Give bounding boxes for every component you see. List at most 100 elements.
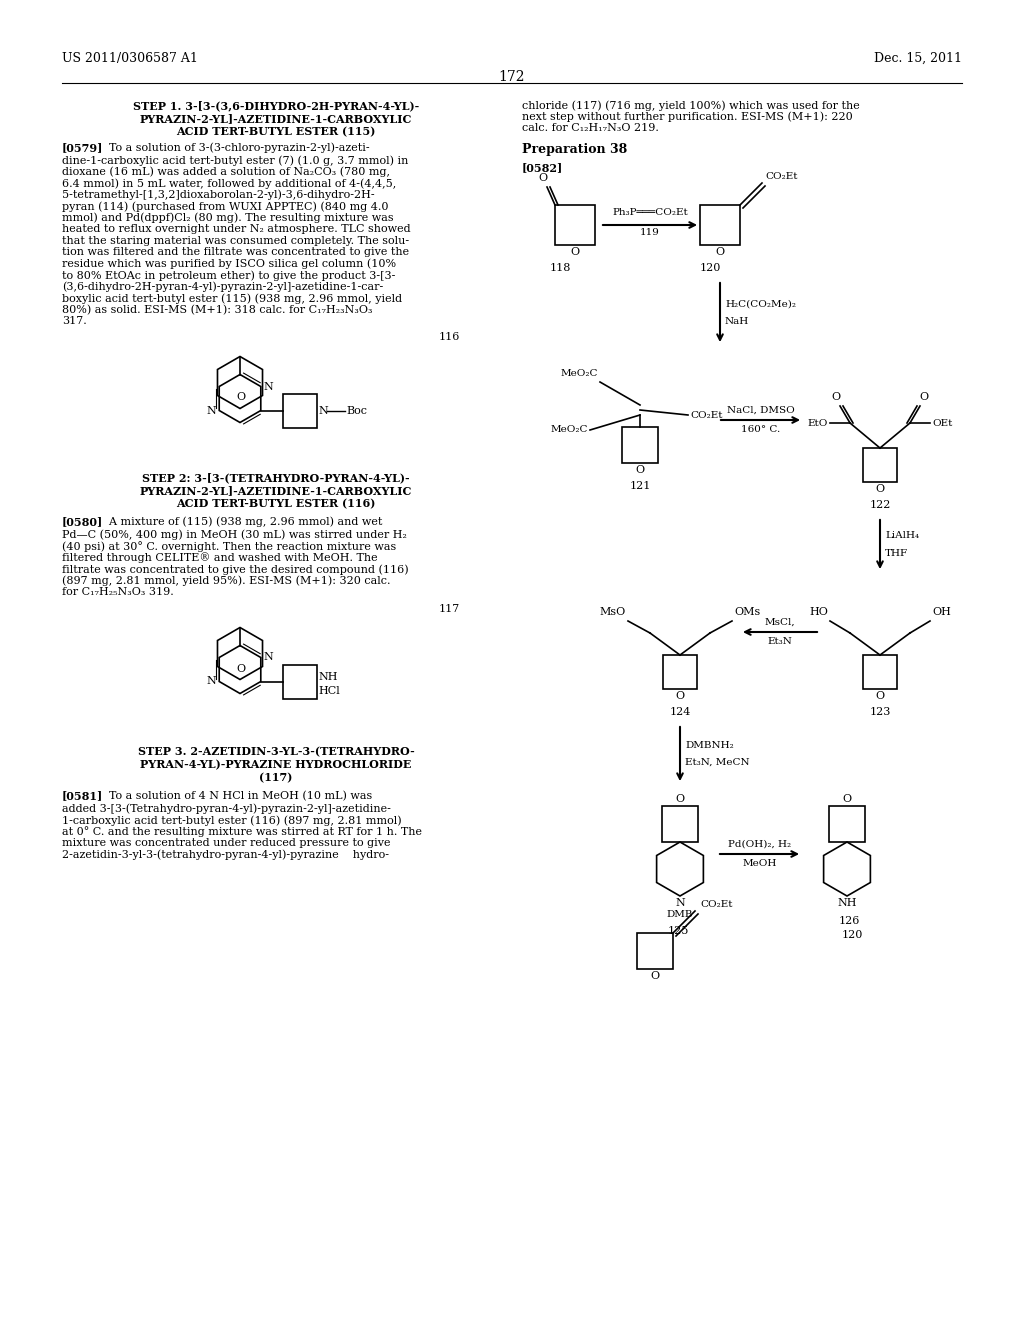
Text: EtO: EtO xyxy=(808,418,828,428)
Text: O: O xyxy=(539,173,548,183)
Text: HO: HO xyxy=(809,607,828,616)
Text: 123: 123 xyxy=(870,708,891,717)
Text: O: O xyxy=(570,247,580,257)
Text: 121: 121 xyxy=(630,480,651,491)
Text: residue which was purified by ISCO silica gel column (10%: residue which was purified by ISCO silic… xyxy=(62,259,396,269)
Text: (40 psi) at 30° C. overnight. Then the reaction mixture was: (40 psi) at 30° C. overnight. Then the r… xyxy=(62,541,396,552)
Text: O: O xyxy=(237,392,246,403)
Text: next step without further purification. ESI-MS (M+1): 220: next step without further purification. … xyxy=(522,111,853,121)
Text: CO₂Et: CO₂Et xyxy=(765,172,798,181)
Text: NH: NH xyxy=(318,672,338,681)
Text: Preparation 38: Preparation 38 xyxy=(522,143,628,156)
Text: Et₃N: Et₃N xyxy=(768,638,793,645)
Text: 119: 119 xyxy=(640,228,659,238)
Text: O: O xyxy=(650,972,659,981)
Text: 124: 124 xyxy=(670,708,691,717)
Text: dioxane (16 mL) was added a solution of Na₂CO₃ (780 mg,: dioxane (16 mL) was added a solution of … xyxy=(62,166,390,177)
Text: PYRAN-4-YL)-PYRAZINE HYDROCHLORIDE: PYRAN-4-YL)-PYRAZINE HYDROCHLORIDE xyxy=(140,759,412,771)
Text: PYRAZIN-2-YL]-AZETIDINE-1-CARBOXYLIC: PYRAZIN-2-YL]-AZETIDINE-1-CARBOXYLIC xyxy=(140,486,413,496)
Text: N: N xyxy=(264,381,273,392)
Text: 125: 125 xyxy=(668,927,689,936)
Text: 5-tetramethyl-[1,3,2]dioxaborolan-2-yl)-3,6-dihydro-2H-: 5-tetramethyl-[1,3,2]dioxaborolan-2-yl)-… xyxy=(62,190,375,201)
Text: To a solution of 3-(3-chloro-pyrazin-2-yl)-azeti-: To a solution of 3-(3-chloro-pyrazin-2-y… xyxy=(102,143,370,153)
Text: N: N xyxy=(207,676,216,686)
Text: MsO: MsO xyxy=(600,607,626,616)
Text: [0581]: [0581] xyxy=(62,791,103,801)
Text: LiAlH₄: LiAlH₄ xyxy=(885,532,920,540)
Text: O: O xyxy=(237,664,246,673)
Text: that the staring material was consumed completely. The solu-: that the staring material was consumed c… xyxy=(62,235,410,246)
Text: To a solution of 4 N HCl in MeOH (10 mL) was: To a solution of 4 N HCl in MeOH (10 mL)… xyxy=(102,791,373,801)
Text: CO₂Et: CO₂Et xyxy=(700,900,732,909)
Text: MeOH: MeOH xyxy=(742,859,776,869)
Text: H₂C(CO₂Me)₂: H₂C(CO₂Me)₂ xyxy=(725,300,796,309)
Text: THF: THF xyxy=(885,549,908,557)
Text: [0580]: [0580] xyxy=(62,516,103,528)
Text: O: O xyxy=(920,392,929,403)
Text: 1-carboxylic acid tert-butyl ester (116) (897 mg, 2.81 mmol): 1-carboxylic acid tert-butyl ester (116)… xyxy=(62,814,401,825)
Text: MsCl,: MsCl, xyxy=(765,618,796,627)
Text: CO₂Et: CO₂Et xyxy=(690,411,723,420)
Text: (897 mg, 2.81 mmol, yield 95%). ESI-MS (M+1): 320 calc.: (897 mg, 2.81 mmol, yield 95%). ESI-MS (… xyxy=(62,576,390,586)
Text: 117: 117 xyxy=(438,603,460,614)
Text: pyran (114) (purchased from WUXI APPTEC) (840 mg 4.0: pyran (114) (purchased from WUXI APPTEC)… xyxy=(62,201,388,211)
Text: 118: 118 xyxy=(550,263,571,273)
Text: N: N xyxy=(264,652,273,663)
Text: HCl: HCl xyxy=(318,686,341,697)
Text: NH: NH xyxy=(838,898,857,908)
Text: N: N xyxy=(207,405,216,416)
Text: [0582]: [0582] xyxy=(522,162,563,173)
Text: for C₁₇H₂₅N₃O₃ 319.: for C₁₇H₂₅N₃O₃ 319. xyxy=(62,587,174,597)
Text: mixture was concentrated under reduced pressure to give: mixture was concentrated under reduced p… xyxy=(62,838,390,847)
Text: Pd—C (50%, 400 mg) in MeOH (30 mL) was stirred under H₂: Pd—C (50%, 400 mg) in MeOH (30 mL) was s… xyxy=(62,529,407,540)
Text: PYRAZIN-2-YL]-AZETIDINE-1-CARBOXYLIC: PYRAZIN-2-YL]-AZETIDINE-1-CARBOXYLIC xyxy=(140,114,413,124)
Text: O: O xyxy=(676,795,685,804)
Text: calc. for C₁₂H₁₇N₃O 219.: calc. for C₁₂H₁₇N₃O 219. xyxy=(522,123,658,133)
Text: DMB: DMB xyxy=(667,909,693,919)
Text: added 3-[3-(Tetrahydro-pyran-4-yl)-pyrazin-2-yl]-azetidine-: added 3-[3-(Tetrahydro-pyran-4-yl)-pyraz… xyxy=(62,804,391,814)
Text: (117): (117) xyxy=(259,772,293,784)
Text: 126: 126 xyxy=(839,916,860,927)
Text: 116: 116 xyxy=(438,333,460,342)
Text: heated to reflux overnight under N₂ atmosphere. TLC showed: heated to reflux overnight under N₂ atmo… xyxy=(62,224,411,234)
Text: N: N xyxy=(318,405,329,416)
Text: O: O xyxy=(716,247,725,257)
Text: dine-1-carboxylic acid tert-butyl ester (7) (1.0 g, 3.7 mmol) in: dine-1-carboxylic acid tert-butyl ester … xyxy=(62,154,409,165)
Text: Boc: Boc xyxy=(347,405,368,416)
Text: filtrate was concentrated to give the desired compound (116): filtrate was concentrated to give the de… xyxy=(62,564,409,574)
Text: NaH: NaH xyxy=(725,317,750,326)
Text: 120: 120 xyxy=(700,263,721,273)
Text: O: O xyxy=(876,484,885,494)
Text: STEP 2: 3-[3-(TETRAHYDRO-PYRAN-4-YL)-: STEP 2: 3-[3-(TETRAHYDRO-PYRAN-4-YL)- xyxy=(142,473,410,483)
Text: NaCl, DMSO: NaCl, DMSO xyxy=(727,407,795,414)
Text: MeO₂C: MeO₂C xyxy=(560,370,598,378)
Text: 2-azetidin-3-yl-3-(tetrahydro-pyran-4-yl)-pyrazine    hydro-: 2-azetidin-3-yl-3-(tetrahydro-pyran-4-yl… xyxy=(62,850,389,861)
Text: MeO₂C: MeO₂C xyxy=(551,425,588,434)
Text: O: O xyxy=(876,690,885,701)
Text: STEP 1. 3-[3-(3,6-DIHYDRO-2H-PYRAN-4-YL)-: STEP 1. 3-[3-(3,6-DIHYDRO-2H-PYRAN-4-YL)… xyxy=(133,100,419,111)
Text: 160° C.: 160° C. xyxy=(741,425,780,434)
Text: OEt: OEt xyxy=(932,418,952,428)
Text: 172: 172 xyxy=(499,70,525,84)
Text: (3,6-dihydro-2H-pyran-4-yl)-pyrazin-2-yl]-azetidine-1-car-: (3,6-dihydro-2H-pyran-4-yl)-pyrazin-2-yl… xyxy=(62,281,383,292)
Text: chloride (117) (716 mg, yield 100%) which was used for the: chloride (117) (716 mg, yield 100%) whic… xyxy=(522,100,860,111)
Text: US 2011/0306587 A1: US 2011/0306587 A1 xyxy=(62,51,198,65)
Text: STEP 3. 2-AZETIDIN-3-YL-3-(TETRAHYDRO-: STEP 3. 2-AZETIDIN-3-YL-3-(TETRAHYDRO- xyxy=(137,747,415,758)
Text: Pd(OH)₂, H₂: Pd(OH)₂, H₂ xyxy=(728,840,792,849)
Text: O: O xyxy=(676,690,685,701)
Text: O: O xyxy=(843,795,852,804)
Text: Dec. 15, 2011: Dec. 15, 2011 xyxy=(874,51,962,65)
Text: Et₃N, MeCN: Et₃N, MeCN xyxy=(685,758,750,767)
Text: Ph₃P═══CO₂Et: Ph₃P═══CO₂Et xyxy=(612,209,688,216)
Text: ACID TERT-BUTYL ESTER (115): ACID TERT-BUTYL ESTER (115) xyxy=(176,125,376,137)
Text: O: O xyxy=(636,465,644,475)
Text: O: O xyxy=(831,392,841,403)
Text: to 80% EtOAc in petroleum ether) to give the product 3-[3-: to 80% EtOAc in petroleum ether) to give… xyxy=(62,271,395,281)
Text: 122: 122 xyxy=(870,500,891,510)
Text: DMBNH₂: DMBNH₂ xyxy=(685,741,734,750)
Text: 6.4 mmol) in 5 mL water, followed by additional of 4-(4,4,5,: 6.4 mmol) in 5 mL water, followed by add… xyxy=(62,178,396,189)
Text: boxylic acid tert-butyl ester (115) (938 mg, 2.96 mmol, yield: boxylic acid tert-butyl ester (115) (938… xyxy=(62,293,402,304)
Text: 317.: 317. xyxy=(62,315,87,326)
Text: tion was filtered and the filtrate was concentrated to give the: tion was filtered and the filtrate was c… xyxy=(62,247,410,257)
Text: ACID TERT-BUTYL ESTER (116): ACID TERT-BUTYL ESTER (116) xyxy=(176,499,376,510)
